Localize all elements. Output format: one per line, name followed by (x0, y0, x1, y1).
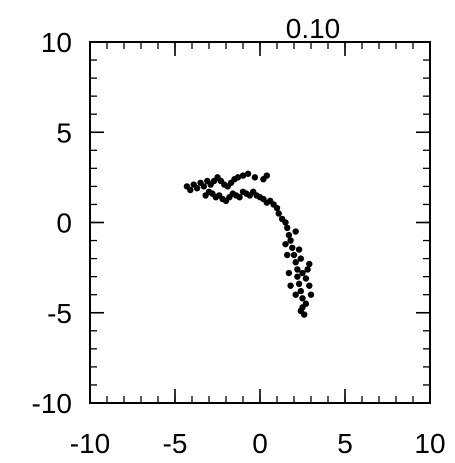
y-tick-labels: 10 5 0 -5 -10 (32, 27, 72, 419)
scatter-point (289, 244, 296, 251)
scatter-points (183, 170, 315, 318)
scatter-point (275, 210, 282, 217)
scatter-point (287, 282, 294, 289)
scatter-point (193, 185, 201, 192)
scatter-point (302, 300, 310, 307)
y-tick-label: 5 (56, 117, 72, 148)
x-tick-label: 10 (414, 428, 445, 459)
minor-ticks (89, 41, 431, 404)
scatter-point (285, 269, 293, 277)
scatter-point (282, 219, 289, 226)
scatter-point (263, 172, 270, 179)
scatter-point (295, 280, 303, 288)
scatter-point (297, 255, 304, 262)
scatter-point (287, 237, 294, 244)
y-tick-label: 10 (41, 27, 72, 58)
scatter-point (292, 259, 299, 266)
scatter-point (284, 224, 291, 232)
scatter-point (290, 251, 298, 259)
plot-frame (89, 41, 431, 404)
scatter-point (299, 295, 306, 302)
scatter-point (200, 183, 208, 190)
x-tick-label: 5 (337, 428, 353, 459)
scatter-point (306, 260, 313, 268)
scatter-point (244, 170, 252, 177)
scatter-point (187, 186, 194, 194)
scatter-point (273, 204, 281, 212)
scatter-point (297, 287, 304, 295)
scatter-point (285, 231, 293, 239)
scatter-point (304, 266, 311, 273)
y-tick-label: 0 (56, 208, 72, 239)
scatter-point (302, 275, 310, 282)
scatter-point (294, 273, 301, 280)
scatter-point (292, 228, 299, 235)
scatter-point (299, 269, 306, 277)
scatter-point (307, 291, 315, 298)
x-tick-label: -10 (70, 428, 110, 459)
scatter-point (239, 172, 247, 179)
scatter-point (284, 251, 291, 259)
x-tick-label: -5 (163, 428, 188, 459)
y-tick-label: -5 (47, 298, 72, 329)
scatter-point (282, 240, 289, 248)
y-tick-label: -10 (32, 388, 72, 419)
scatter-point (295, 246, 303, 253)
scatter-point (306, 282, 313, 289)
scatter-point (251, 174, 259, 181)
scatter-point (236, 194, 243, 201)
x-tick-labels: -10 -5 0 5 10 (70, 428, 446, 459)
x-tick-label: 0 (252, 428, 268, 459)
chart-title: 0.10 (286, 13, 341, 44)
scatter-point (297, 307, 304, 315)
scatter-point (294, 266, 301, 273)
scatter-point (234, 174, 242, 181)
major-ticks (89, 41, 431, 404)
scatter-point (292, 291, 299, 298)
